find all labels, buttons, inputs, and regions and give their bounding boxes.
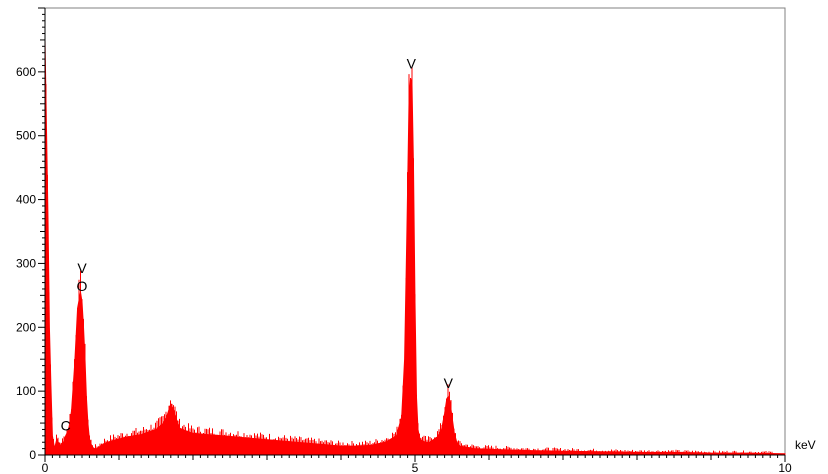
x-tick-label: 10 bbox=[778, 461, 792, 474]
x-tick-label: 5 bbox=[412, 461, 419, 474]
peak-label: O bbox=[77, 278, 88, 294]
y-tick-label: 0 bbox=[29, 448, 36, 462]
spectrum-noise bbox=[45, 66, 774, 455]
peak-label: C bbox=[61, 418, 71, 434]
y-tick-label: 500 bbox=[16, 129, 36, 143]
y-tick-label: 600 bbox=[16, 65, 36, 79]
peak-label: V bbox=[77, 260, 87, 276]
x-axis: 0 5 10 bbox=[42, 454, 792, 474]
y-tick-label: 400 bbox=[16, 193, 36, 207]
y-tick-label: 100 bbox=[16, 384, 36, 398]
y-tick-label: 200 bbox=[16, 320, 36, 334]
peak-label: V bbox=[444, 375, 454, 391]
peak-label: V bbox=[407, 56, 417, 72]
y-axis: 0 100 200 300 400 500 600 bbox=[16, 7, 46, 462]
y-tick-label: 300 bbox=[16, 256, 36, 270]
x-tick-label: 0 bbox=[42, 461, 49, 474]
x-unit-label: keV bbox=[795, 438, 816, 452]
